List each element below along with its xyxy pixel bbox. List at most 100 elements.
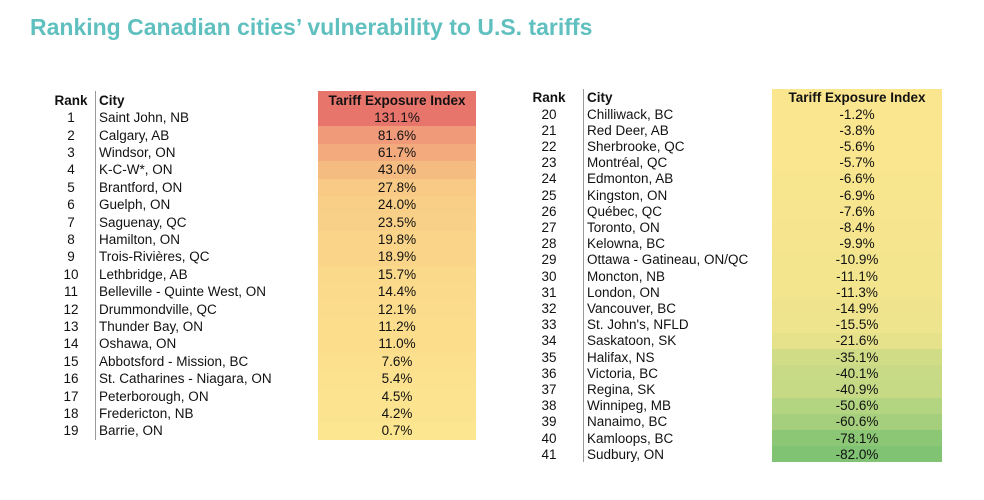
rank-cell: 39: [541, 414, 557, 430]
city-header: City: [587, 90, 613, 105]
city-cell: Drummondville, QC: [99, 301, 217, 317]
index-cell: 12.1%: [318, 300, 476, 318]
index-cell: -6.9%: [772, 187, 942, 204]
rank-cell: 28: [541, 236, 557, 252]
index-cell: -50.6%: [772, 397, 942, 414]
rank-cell: 14: [63, 336, 79, 352]
index-cell: 7.6%: [318, 352, 476, 370]
index-cell: 24.0%: [318, 196, 476, 214]
index-cell: -40.1%: [772, 365, 942, 382]
city-cell: Belleville - Quinte West, ON: [99, 284, 267, 300]
index-cell: 11.2%: [318, 317, 476, 336]
rank-cell: 25: [541, 187, 557, 203]
city-cell: Brantford, ON: [99, 179, 183, 195]
index-cell: -60.6%: [772, 413, 942, 430]
index-cell: -78.1%: [772, 430, 942, 447]
city-cell: Guelph, ON: [99, 197, 171, 213]
rank-cell: 1: [67, 110, 75, 126]
city-cell: Abbotsford - Mission, BC: [99, 353, 249, 369]
rank-cell: 26: [541, 203, 557, 219]
rank-cell: 10: [63, 266, 79, 282]
index-cell: 4.2%: [318, 404, 476, 423]
index-cell: 11.0%: [318, 335, 476, 353]
city-cell: Nanaimo, BC: [587, 414, 668, 430]
city-cell: Calgary, AB: [99, 127, 170, 143]
index-cell: -1.2%: [772, 106, 942, 123]
city-cell: Red Deer, AB: [587, 122, 669, 138]
rank-cell: 34: [541, 333, 557, 349]
city-cell: Chilliwack, BC: [587, 106, 674, 122]
city-cell: Kelowna, BC: [587, 236, 666, 252]
rank-cell: 9: [67, 249, 75, 265]
rank-cell: 6: [67, 197, 75, 213]
city-cell: Peterborough, ON: [99, 388, 209, 404]
index-cell: -3.8%: [772, 122, 942, 139]
city-cell: Oshawa, ON: [99, 336, 177, 352]
rank-cell: 31: [541, 284, 557, 300]
city-cell: K-C-W*, ON: [99, 162, 173, 178]
city-cell: Vancouver, BC: [587, 300, 677, 316]
rank-cell: 29: [541, 252, 557, 268]
index-cell: -14.9%: [772, 300, 942, 317]
index-cell: -6.6%: [772, 170, 942, 187]
rank-cell: 15: [63, 353, 79, 369]
index-cell: 14.4%: [318, 283, 476, 301]
index-cell: -15.5%: [772, 316, 942, 333]
city-cell: Edmonton, AB: [587, 171, 674, 187]
city-cell: London, ON: [587, 284, 660, 300]
city-cell: Toronto, ON: [587, 219, 660, 235]
column-divider: [583, 89, 584, 463]
index-cell: -8.4%: [772, 219, 942, 236]
rank-cell: 35: [541, 349, 557, 365]
index-header: Tariff Exposure Index: [772, 89, 942, 106]
rank-cell: 23: [541, 155, 557, 171]
city-header: City: [99, 92, 125, 108]
city-cell: Montréal, QC: [587, 155, 668, 171]
column-divider: [95, 91, 96, 440]
index-cell: 15.7%: [318, 265, 476, 283]
index-cell: -35.1%: [772, 349, 942, 366]
rank-cell: 24: [541, 171, 557, 187]
city-cell: Fredericton, NB: [99, 405, 194, 421]
rank-cell: 18: [63, 405, 79, 421]
city-cell: St. Catharines - Niagara, ON: [99, 371, 272, 387]
index-cell: 18.9%: [318, 248, 476, 266]
city-cell: Barrie, ON: [99, 423, 163, 439]
city-cell: Moncton, NB: [587, 268, 666, 284]
city-cell: Thunder Bay, ON: [99, 318, 204, 334]
rank-cell: 13: [63, 318, 79, 334]
index-cell: 61.7%: [318, 143, 476, 162]
rank-cell: 16: [63, 371, 79, 387]
city-cell: Winnipeg, MB: [587, 398, 672, 414]
rank-cell: 40: [541, 430, 557, 446]
index-header: Tariff Exposure Index: [318, 91, 476, 109]
index-cell: 5.4%: [318, 370, 476, 388]
city-cell: St. John's, NFLD: [587, 317, 689, 333]
index-cell: 23.5%: [318, 213, 476, 231]
rank-cell: 17: [63, 388, 79, 404]
city-cell: Sudbury, ON: [587, 446, 665, 462]
city-cell: Lethbridge, AB: [99, 266, 188, 282]
city-cell: Kamloops, BC: [587, 430, 674, 446]
rank-cell: 2: [67, 127, 75, 143]
index-cell: 4.5%: [318, 387, 476, 405]
rank-cell: 20: [541, 106, 557, 122]
index-cell: -5.6%: [772, 138, 942, 155]
rank-cell: 21: [541, 122, 557, 138]
rank-cell: 4: [67, 162, 75, 178]
rank-cell: 30: [541, 268, 557, 284]
index-cell: 81.6%: [318, 126, 476, 144]
rank-cell: 38: [541, 398, 557, 414]
city-cell: Windsor, ON: [99, 144, 176, 160]
rank-cell: 11: [63, 284, 78, 300]
title: Ranking Canadian cities’ vulnerability t…: [30, 14, 593, 40]
city-cell: Kingston, ON: [587, 187, 668, 203]
city-cell: Hamilton, ON: [99, 231, 181, 247]
rank-cell: 12: [63, 301, 79, 317]
index-cell: -10.9%: [772, 251, 942, 268]
index-cell: 131.1%: [318, 109, 476, 127]
index-cell: -11.1%: [772, 268, 942, 285]
rank-cell: 27: [541, 219, 557, 235]
index-cell: 43.0%: [318, 161, 476, 179]
